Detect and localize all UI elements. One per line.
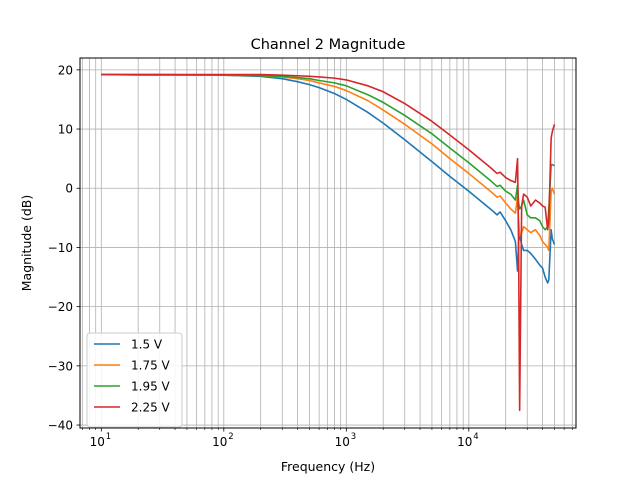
series-line-1	[101, 73, 556, 252]
y-tick-label: −40	[48, 419, 73, 433]
x-tick-exponent: 2	[228, 432, 233, 442]
x-tick-label: 10	[90, 435, 105, 449]
series-line-2	[101, 73, 555, 231]
y-tick-label: 0	[65, 182, 73, 196]
legend-label: 1.95 V	[131, 380, 171, 394]
x-tick-label: 10	[212, 435, 227, 449]
legend: 1.5 V 1.75 V 1.95 V 2.25 V	[86, 332, 183, 428]
x-tick-exponent: 3	[351, 432, 356, 442]
grid-lines	[80, 58, 576, 428]
series-line-3	[101, 73, 556, 412]
x-tick-label: 10	[335, 435, 350, 449]
legend-label: 1.75 V	[131, 359, 171, 373]
y-tick-label: −20	[48, 300, 73, 314]
plot-frame	[79, 57, 577, 429]
series-line-0	[101, 73, 556, 284]
legend-label: 2.25 V	[131, 401, 171, 415]
y-tick-label: 20	[58, 63, 73, 77]
x-tick-exponent: 1	[106, 432, 111, 442]
y-tick-label: −30	[48, 359, 73, 373]
legend-box	[86, 332, 183, 428]
plot-series	[101, 73, 556, 412]
legend-label: 1.5 V	[131, 338, 163, 352]
chart-title: Channel 2 Magnitude	[251, 37, 406, 53]
x-tick-exponent: 4	[473, 432, 478, 442]
y-tick-label: 10	[58, 123, 73, 137]
x-axis-label: Frequency (Hz)	[281, 459, 375, 474]
x-tick-label: 10	[457, 435, 472, 449]
y-tick-label: −10	[48, 241, 73, 255]
y-axis-label: Magnitude (dB)	[19, 195, 34, 291]
